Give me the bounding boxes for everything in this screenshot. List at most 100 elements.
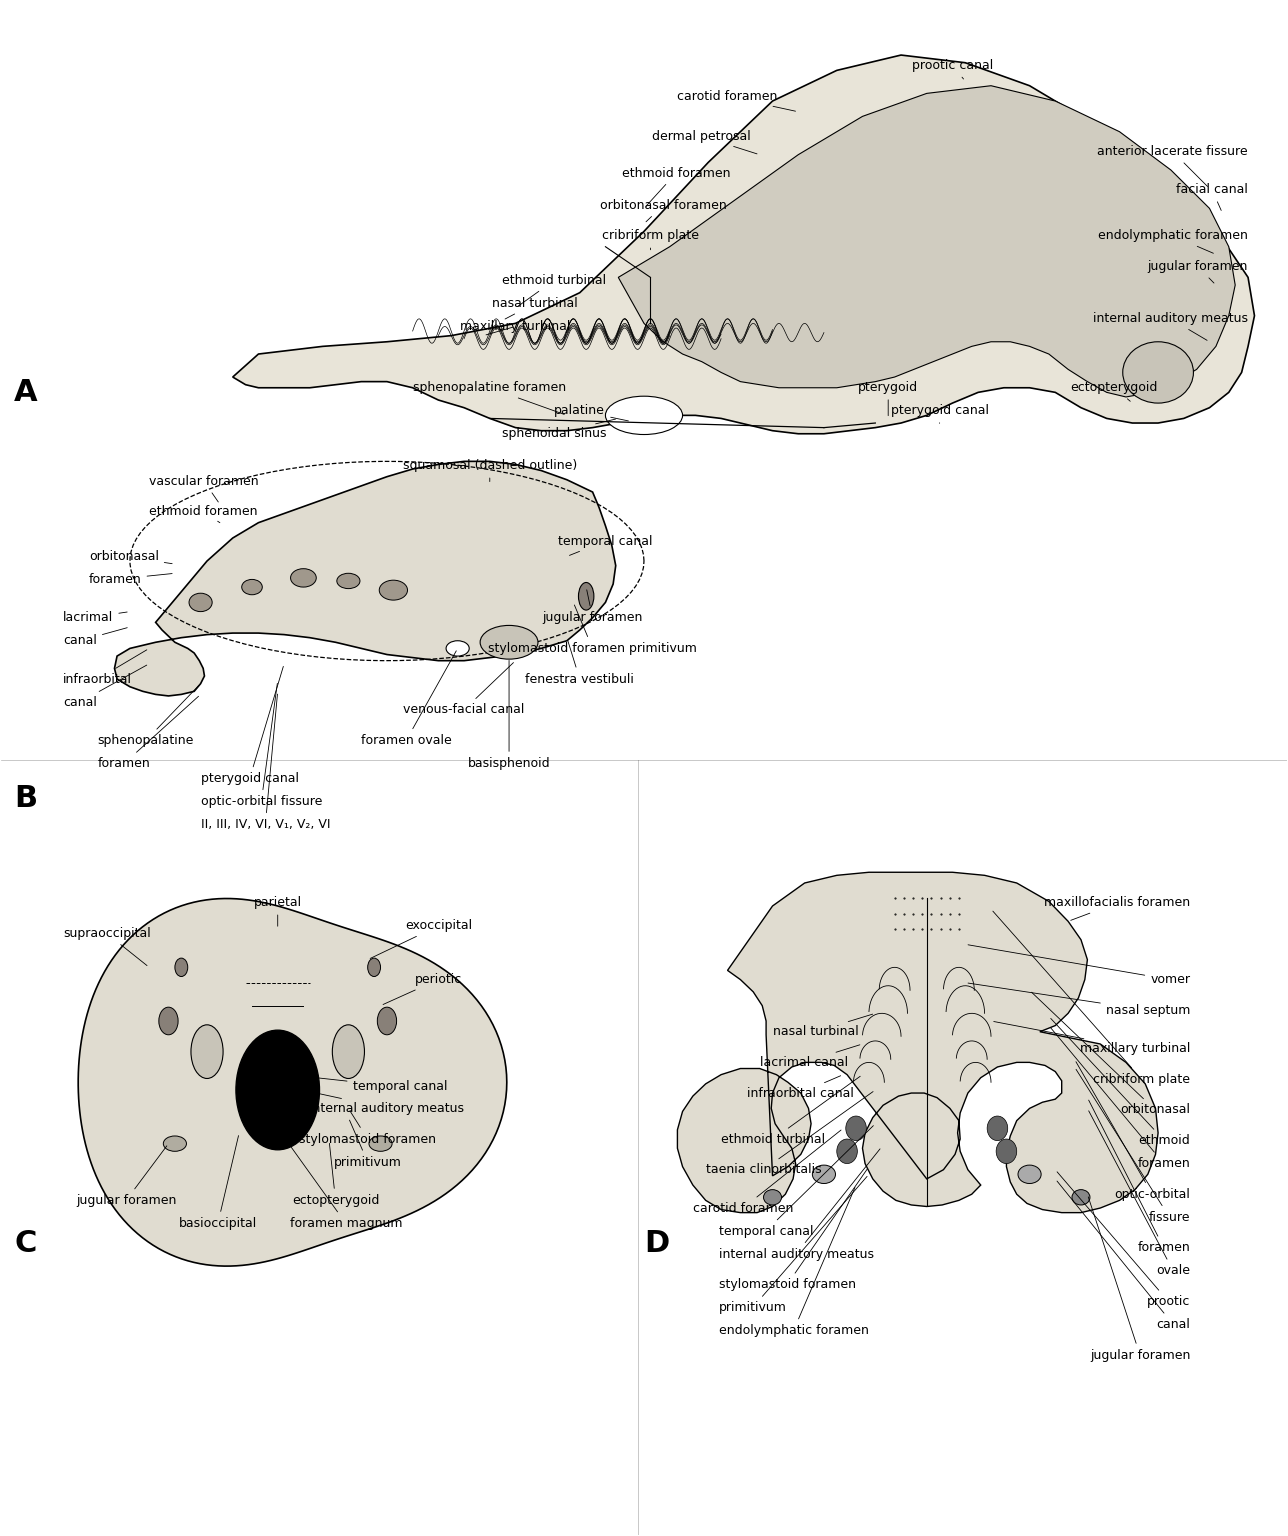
Text: lacrimal: lacrimal: [63, 611, 128, 624]
Text: carotid foramen: carotid foramen: [693, 1130, 841, 1215]
Text: internal auditory meatus: internal auditory meatus: [719, 1149, 880, 1261]
Ellipse shape: [242, 579, 263, 594]
Text: pterygoid canal: pterygoid canal: [890, 404, 989, 424]
Text: anterior lacerate fissure: anterior lacerate fissure: [1097, 144, 1248, 186]
Text: carotid foramen: carotid foramen: [677, 91, 796, 111]
Text: temporal canal: temporal canal: [319, 1078, 447, 1094]
Text: squamosal (dashed outline): squamosal (dashed outline): [403, 459, 577, 482]
Ellipse shape: [189, 593, 213, 611]
Polygon shape: [115, 461, 616, 696]
Text: optic-orbital: optic-orbital: [1075, 1061, 1190, 1201]
Text: foramen magnum: foramen magnum: [279, 1130, 402, 1230]
Ellipse shape: [368, 1137, 392, 1152]
Text: stylomastoid foramen primitivum: stylomastoid foramen primitivum: [488, 605, 697, 654]
Text: ethmoid: ethmoid: [1051, 1018, 1190, 1147]
Text: maxillary turbinal: maxillary turbinal: [460, 319, 571, 335]
Ellipse shape: [446, 641, 469, 656]
Text: jugular foramen: jugular foramen: [1148, 260, 1248, 283]
Text: foramen: foramen: [1051, 1028, 1190, 1170]
Text: basisphenoid: basisphenoid: [468, 660, 550, 770]
Ellipse shape: [480, 625, 538, 659]
Polygon shape: [79, 899, 506, 1266]
Text: maxillary turbinal: maxillary turbinal: [994, 1021, 1190, 1055]
Text: facial canal: facial canal: [1176, 183, 1248, 210]
Text: canal: canal: [1057, 1181, 1190, 1332]
Text: ectopterygoid: ectopterygoid: [292, 1143, 379, 1207]
Text: infraorbital: infraorbital: [63, 650, 147, 685]
Text: temporal canal: temporal canal: [719, 1126, 873, 1238]
Ellipse shape: [337, 573, 359, 588]
Ellipse shape: [813, 1166, 836, 1184]
Ellipse shape: [291, 568, 317, 587]
Text: internal auditory meatus: internal auditory meatus: [309, 1094, 465, 1115]
Text: orbitonasal: orbitonasal: [89, 550, 173, 564]
Circle shape: [837, 1140, 858, 1164]
Text: venous-facial canal: venous-facial canal: [403, 662, 524, 716]
Text: maxillofacialis foramen: maxillofacialis foramen: [1045, 897, 1190, 920]
Ellipse shape: [164, 1137, 187, 1152]
Text: supraoccipital: supraoccipital: [63, 928, 151, 966]
Text: B: B: [14, 785, 37, 813]
Text: ethmoid turbinal: ethmoid turbinal: [721, 1077, 860, 1146]
Text: canal: canal: [63, 665, 147, 708]
Text: D: D: [644, 1229, 670, 1258]
Text: primitivum: primitivum: [334, 1120, 402, 1169]
Text: endolymphatic foramen: endolymphatic foramen: [719, 1187, 868, 1338]
Polygon shape: [618, 86, 1235, 396]
Polygon shape: [233, 55, 1255, 433]
Text: foramen: foramen: [89, 573, 173, 585]
Text: temporal canal: temporal canal: [558, 535, 653, 556]
Text: infraorbital canal: infraorbital canal: [747, 1075, 854, 1100]
Text: dermal petrosal: dermal petrosal: [653, 131, 757, 154]
Text: nasal septum: nasal septum: [969, 983, 1190, 1017]
Text: jugular foramen: jugular foramen: [1088, 1197, 1190, 1362]
Text: pterygoid canal: pterygoid canal: [201, 667, 299, 785]
Text: nasal turbinal: nasal turbinal: [773, 1014, 873, 1038]
Text: orbitonasal: orbitonasal: [1032, 992, 1190, 1117]
Text: parietal: parietal: [254, 897, 301, 926]
Text: A: A: [14, 378, 37, 407]
Text: endolymphatic foramen: endolymphatic foramen: [1099, 229, 1248, 253]
Ellipse shape: [158, 1008, 178, 1035]
Circle shape: [996, 1140, 1016, 1164]
Text: ethmoid turbinal: ethmoid turbinal: [502, 273, 607, 306]
Text: sphenopalatine: sphenopalatine: [98, 685, 198, 746]
Ellipse shape: [236, 1031, 319, 1150]
Text: pterygoid: pterygoid: [858, 381, 918, 416]
Text: stylomastoid foramen: stylomastoid foramen: [719, 1169, 867, 1292]
Text: ectopterygoid: ectopterygoid: [1070, 381, 1158, 401]
Ellipse shape: [1018, 1166, 1041, 1184]
Text: cribriform plate: cribriform plate: [601, 229, 699, 250]
Ellipse shape: [605, 396, 683, 435]
Ellipse shape: [191, 1025, 223, 1078]
Ellipse shape: [175, 958, 188, 977]
Text: exoccipital: exoccipital: [370, 920, 471, 958]
Ellipse shape: [379, 581, 407, 601]
Text: basioccipital: basioccipital: [179, 1135, 258, 1230]
Text: foramen: foramen: [98, 696, 198, 770]
Text: foramen: foramen: [1088, 1100, 1190, 1255]
Text: internal auditory meatus: internal auditory meatus: [1094, 312, 1248, 341]
Text: prootic: prootic: [1057, 1172, 1190, 1309]
Text: jugular foramen: jugular foramen: [76, 1146, 176, 1207]
Text: taenia clinorbitalis: taenia clinorbitalis: [706, 1092, 873, 1177]
Ellipse shape: [578, 582, 594, 610]
Text: C: C: [14, 1229, 36, 1258]
Ellipse shape: [1123, 343, 1194, 402]
Ellipse shape: [1072, 1190, 1090, 1204]
Text: sphenoidal sinus: sphenoidal sinus: [502, 419, 616, 441]
Ellipse shape: [377, 1008, 397, 1035]
Ellipse shape: [367, 958, 380, 977]
Text: lacrimal canal: lacrimal canal: [760, 1044, 860, 1069]
Text: ethmoid foramen: ethmoid foramen: [622, 166, 730, 206]
Text: palatine: palatine: [554, 404, 629, 421]
Ellipse shape: [764, 1190, 782, 1204]
Text: vomer: vomer: [969, 945, 1190, 986]
Text: cribriform plate: cribriform plate: [993, 911, 1190, 1086]
Circle shape: [846, 1117, 867, 1141]
Text: sphenopalatine foramen: sphenopalatine foramen: [413, 381, 567, 415]
Text: foramen ovale: foramen ovale: [361, 651, 456, 746]
Text: fissure: fissure: [1075, 1069, 1190, 1224]
Text: primitivum: primitivum: [719, 1177, 867, 1315]
Text: prootic canal: prootic canal: [912, 60, 993, 78]
